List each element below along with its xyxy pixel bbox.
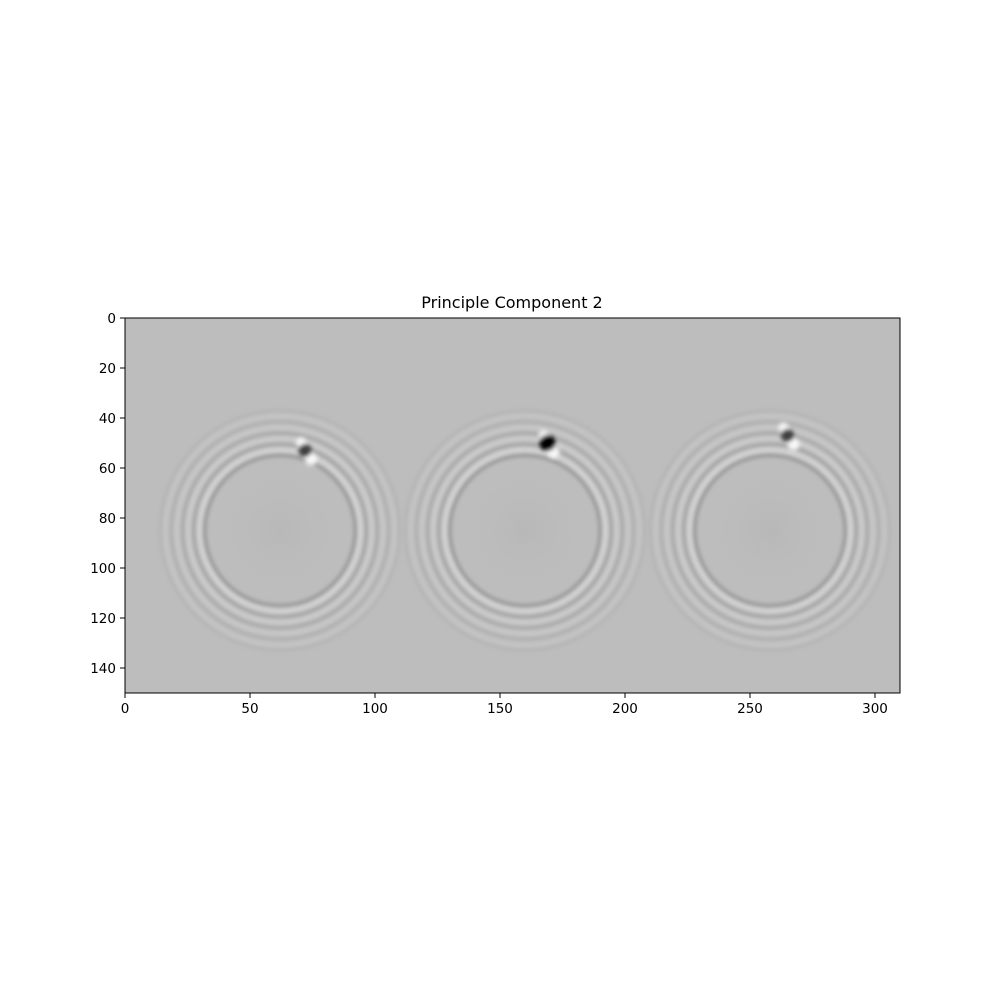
ring-fringe bbox=[431, 437, 619, 624]
ring-pattern-1 bbox=[158, 409, 402, 652]
ring-fringe bbox=[420, 425, 630, 636]
spot-1 bbox=[296, 437, 317, 466]
ring-fringe bbox=[202, 453, 358, 608]
bright-dark-spots bbox=[296, 422, 800, 466]
x-tick-label: 50 bbox=[241, 701, 258, 717]
ring-patterns bbox=[158, 409, 892, 652]
y-tick-label: 100 bbox=[90, 561, 116, 577]
ring-fringe bbox=[181, 431, 379, 630]
spot-core bbox=[781, 429, 794, 442]
y-tick-label: 80 bbox=[99, 511, 116, 527]
ring-fringe bbox=[654, 414, 886, 647]
x-tick-label: 300 bbox=[862, 701, 888, 717]
y-tick-label: 0 bbox=[107, 311, 116, 327]
ring-fringe bbox=[164, 414, 396, 647]
ring-fringe bbox=[671, 431, 869, 630]
ring-fringe bbox=[186, 437, 374, 624]
ring-fringe bbox=[414, 420, 636, 641]
ring-fringe bbox=[409, 414, 641, 647]
spot-3 bbox=[778, 422, 800, 451]
ring-fringe bbox=[175, 425, 385, 636]
ring-fringe bbox=[676, 437, 864, 624]
spot-2 bbox=[538, 430, 560, 458]
spot-core bbox=[539, 435, 556, 451]
y-tick-label: 140 bbox=[90, 661, 116, 677]
x-tick-label: 150 bbox=[487, 701, 513, 717]
y-tick-label: 20 bbox=[99, 361, 116, 377]
ring-center bbox=[208, 459, 352, 602]
x-tick-label: 100 bbox=[362, 701, 388, 717]
ring-fringe bbox=[158, 409, 402, 652]
ring-fringe bbox=[169, 420, 391, 641]
spot-core bbox=[298, 444, 312, 457]
ring-fringe bbox=[437, 442, 613, 619]
ring-fringe bbox=[687, 447, 853, 614]
spot-halo bbox=[305, 453, 317, 466]
ring-fringe bbox=[682, 442, 858, 619]
ring-fringe bbox=[659, 420, 881, 641]
ring-center bbox=[698, 459, 842, 602]
x-tick-label: 200 bbox=[612, 701, 638, 717]
ring-fringe bbox=[192, 442, 368, 619]
ring-fringe bbox=[692, 453, 848, 608]
y-axis: 0 20 40 60 80 100 120 140 bbox=[90, 311, 125, 677]
ring-fringe bbox=[426, 431, 624, 630]
ring-fringe bbox=[442, 447, 608, 614]
heatmap-image bbox=[125, 318, 900, 693]
chart-title: Principle Component 2 bbox=[421, 293, 602, 312]
x-tick-label: 0 bbox=[121, 701, 130, 717]
ring-pattern-3 bbox=[648, 409, 892, 652]
ring-fringe bbox=[447, 453, 603, 608]
y-tick-label: 40 bbox=[99, 411, 116, 427]
x-tick-label: 250 bbox=[737, 701, 763, 717]
ring-fringe bbox=[403, 409, 647, 652]
y-tick-label: 120 bbox=[90, 611, 116, 627]
ring-pattern-2 bbox=[403, 409, 647, 652]
ring-fringe bbox=[665, 425, 875, 636]
x-axis: 0 50 100 150 200 250 300 bbox=[121, 693, 888, 717]
plot-frame bbox=[124, 317, 901, 694]
ring-center bbox=[453, 459, 597, 602]
ring-fringe bbox=[197, 447, 363, 614]
spot-halo bbox=[787, 438, 800, 451]
ring-fringe bbox=[648, 409, 892, 652]
y-tick-label: 60 bbox=[99, 461, 116, 477]
